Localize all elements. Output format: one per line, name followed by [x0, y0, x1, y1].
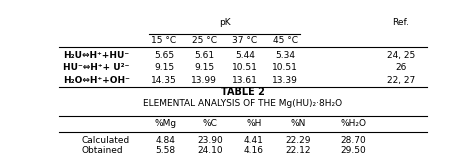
Text: 4.41: 4.41: [244, 136, 264, 145]
Text: 22.29: 22.29: [285, 136, 311, 145]
Text: TABLE 2: TABLE 2: [221, 87, 265, 97]
Text: 45 °C: 45 °C: [273, 37, 298, 45]
Text: 37 °C: 37 °C: [232, 37, 257, 45]
Text: 10.51: 10.51: [232, 63, 258, 73]
Text: H₂O⇔H⁺+OH⁻: H₂O⇔H⁺+OH⁻: [63, 76, 130, 85]
Text: 4.84: 4.84: [156, 136, 176, 145]
Text: %N: %N: [291, 119, 306, 128]
Text: 25 °C: 25 °C: [192, 37, 217, 45]
Text: 23.90: 23.90: [197, 136, 223, 145]
Text: 4.16: 4.16: [244, 146, 264, 155]
Text: 10.51: 10.51: [272, 63, 298, 73]
Text: %H₂O: %H₂O: [340, 119, 366, 128]
Text: 5.44: 5.44: [235, 51, 255, 60]
Text: %H: %H: [246, 119, 262, 128]
Text: 9.15: 9.15: [154, 63, 174, 73]
Text: 13.39: 13.39: [272, 76, 298, 85]
Text: 13.99: 13.99: [191, 76, 217, 85]
Text: Ref.: Ref.: [392, 18, 410, 27]
Text: 24.10: 24.10: [197, 146, 223, 155]
Text: 5.65: 5.65: [154, 51, 174, 60]
Text: 15 °C: 15 °C: [151, 37, 176, 45]
Text: Obtained: Obtained: [82, 146, 123, 155]
Text: %Mg: %Mg: [155, 119, 177, 128]
Text: 22, 27: 22, 27: [387, 76, 415, 85]
Text: 13.61: 13.61: [232, 76, 258, 85]
Text: 29.50: 29.50: [340, 146, 366, 155]
Text: 22.12: 22.12: [285, 146, 311, 155]
Text: 5.61: 5.61: [194, 51, 214, 60]
Text: 9.15: 9.15: [194, 63, 214, 73]
Text: 28.70: 28.70: [340, 136, 366, 145]
Text: %C: %C: [202, 119, 217, 128]
Text: Calculated: Calculated: [82, 136, 129, 145]
Text: 14.35: 14.35: [151, 76, 177, 85]
Text: 26: 26: [395, 63, 407, 73]
Text: H₂U⇔H⁺+HU⁻: H₂U⇔H⁺+HU⁻: [63, 51, 129, 60]
Text: 24, 25: 24, 25: [387, 51, 415, 60]
Text: ELEMENTAL ANALYSIS OF THE Mg(HU)₂·8H₂O: ELEMENTAL ANALYSIS OF THE Mg(HU)₂·8H₂O: [143, 99, 343, 108]
Text: 5.58: 5.58: [156, 146, 176, 155]
Text: HU⁻⇔H⁺+ U²⁻: HU⁻⇔H⁺+ U²⁻: [63, 63, 129, 73]
Text: pK: pK: [219, 18, 230, 27]
Text: 5.34: 5.34: [275, 51, 295, 60]
